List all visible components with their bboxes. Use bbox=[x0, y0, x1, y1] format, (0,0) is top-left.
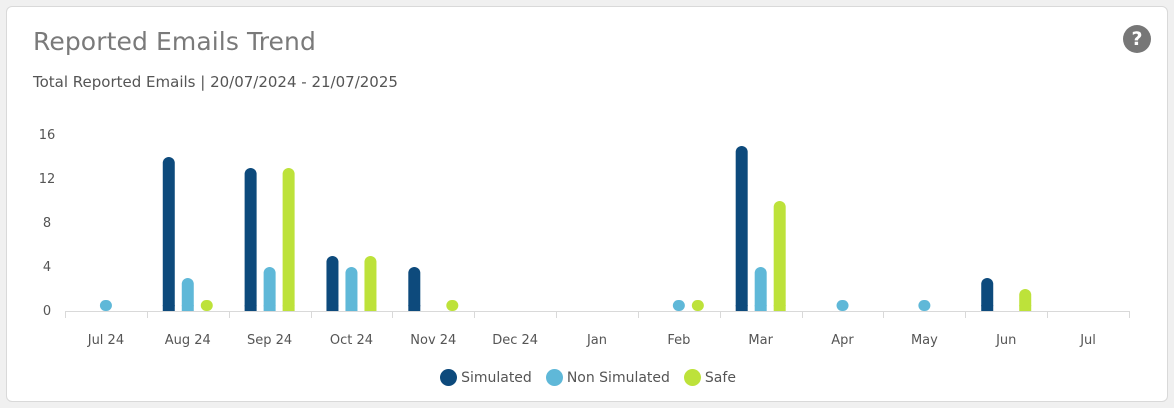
legend-item-non-simulated[interactable]: Non Simulated bbox=[545, 369, 670, 386]
bar-simulated bbox=[735, 146, 748, 311]
bar-safe bbox=[691, 300, 704, 311]
bar-safe bbox=[364, 256, 377, 311]
legend-swatch bbox=[683, 369, 701, 386]
bar-chart: 0 4 8 12 16 Jul 24 Aug 24 Sep 24 Oct 24 Nov 24 Dec… bbox=[39, 128, 1130, 348]
bar-base bbox=[735, 305, 748, 311]
legend-swatch bbox=[440, 369, 458, 386]
bar-base bbox=[408, 305, 421, 311]
chart-title: Reported Emails Trend bbox=[33, 27, 316, 56]
bar-base bbox=[981, 305, 994, 311]
chart-legend: Simulated Non Simulated Safe bbox=[7, 369, 1169, 386]
legend-label: Non Simulated bbox=[566, 369, 670, 386]
legend-item-safe[interactable]: Safe bbox=[683, 369, 736, 386]
bar-safe bbox=[282, 168, 295, 311]
bar-base bbox=[263, 305, 276, 311]
bar-simulated bbox=[408, 267, 421, 311]
legend-item-simulated[interactable]: Simulated bbox=[440, 369, 532, 386]
x-tick-label: Apr bbox=[831, 333, 854, 348]
bar-non-simulated bbox=[672, 300, 685, 311]
bar-non-simulated bbox=[918, 300, 931, 311]
x-tick-label: Jan bbox=[586, 333, 607, 348]
x-tick-label: Dec 24 bbox=[492, 333, 538, 348]
legend-label: Safe bbox=[704, 369, 736, 386]
x-tick-label: Nov 24 bbox=[410, 333, 456, 348]
bar-base bbox=[345, 305, 358, 311]
legend-label: Simulated bbox=[461, 369, 532, 386]
bar-base bbox=[244, 305, 257, 311]
y-tick-label: 16 bbox=[39, 128, 56, 143]
bar-safe bbox=[446, 300, 459, 311]
y-tick-label: 8 bbox=[43, 216, 51, 231]
bar-base bbox=[326, 305, 339, 311]
x-tick-label: Jul 24 bbox=[87, 333, 124, 348]
bar-base bbox=[1019, 305, 1032, 311]
x-tick-label: Sep 24 bbox=[247, 333, 292, 348]
bar-base bbox=[162, 305, 175, 311]
bar-simulated bbox=[162, 157, 175, 311]
bar-base bbox=[282, 305, 295, 311]
bar-non-simulated bbox=[181, 278, 194, 311]
x-tick-label: Jul bbox=[1079, 333, 1096, 348]
x-tick-label: Feb bbox=[667, 333, 690, 348]
x-tick-label: Oct 24 bbox=[330, 333, 373, 348]
bar-base bbox=[364, 305, 377, 311]
x-tick-label: Aug 24 bbox=[165, 333, 211, 348]
bar-base bbox=[754, 305, 767, 311]
reported-emails-card: Reported Emails Trend Total Reported Ema… bbox=[6, 6, 1168, 402]
y-tick-label: 0 bbox=[43, 304, 51, 319]
x-tick-label: Mar bbox=[748, 333, 773, 348]
chart-subtitle: Total Reported Emails | 20/07/2024 - 21/… bbox=[33, 73, 398, 91]
y-tick-label: 12 bbox=[39, 172, 56, 187]
bar-base bbox=[181, 305, 194, 311]
x-tick-label: May bbox=[911, 333, 938, 348]
bar-safe bbox=[773, 201, 786, 311]
bar-base bbox=[773, 305, 786, 311]
bar-non-simulated bbox=[345, 267, 358, 311]
bar-non-simulated bbox=[836, 300, 849, 311]
bar-simulated bbox=[326, 256, 339, 311]
bar-safe bbox=[200, 300, 213, 311]
bar-simulated bbox=[244, 168, 257, 311]
x-tick-label: Jun bbox=[995, 333, 1016, 348]
bar-simulated bbox=[981, 278, 994, 311]
bar-non-simulated bbox=[263, 267, 276, 311]
help-icon[interactable]: ? bbox=[1123, 25, 1151, 53]
legend-swatch bbox=[545, 369, 563, 386]
y-tick-label: 4 bbox=[43, 260, 51, 275]
bar-non-simulated bbox=[99, 300, 112, 311]
bar-non-simulated bbox=[754, 267, 767, 311]
